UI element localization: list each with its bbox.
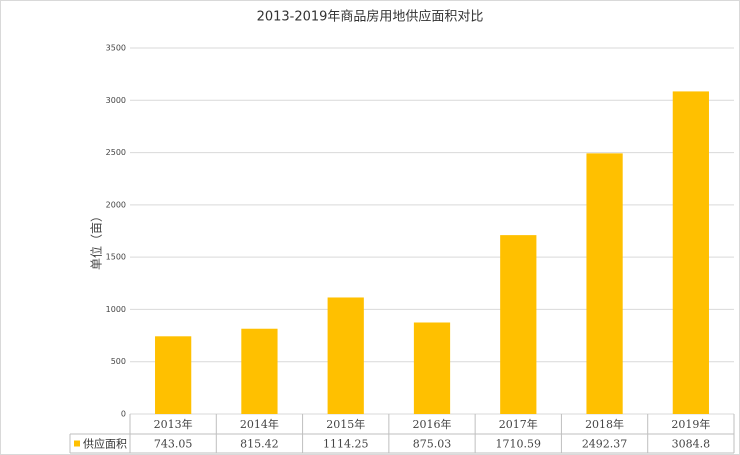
y-tick-label: 0 [121,410,126,419]
bar [672,91,709,414]
y-tick-label: 3000 [106,96,126,105]
chart-title: 2013-2019年商品房用地供应面积对比 [257,9,484,25]
bar [413,322,451,414]
bar [586,153,623,414]
table-value: 875.03 [413,438,452,451]
y-tick-label: 3500 [106,44,126,53]
y-tick-label: 2000 [106,200,126,209]
table-value: 1114.25 [323,438,369,451]
legend-swatch [74,440,80,447]
x-tick-label: 2014年 [240,417,279,431]
table-value: 743.05 [154,438,193,451]
y-axis-label: 单位（亩） [89,210,104,270]
x-tick-label: 2016年 [413,417,452,431]
y-tick-label: 1000 [106,305,126,314]
bar [500,235,537,414]
x-tick-label: 2015年 [326,417,365,431]
bar [241,328,278,414]
table-value: 1710.59 [496,438,542,451]
table-value: 815.42 [240,438,279,451]
x-tick-label: 2019年 [671,417,710,431]
table-value: 2492.37 [582,438,628,451]
y-tick-label: 2500 [106,148,126,157]
x-tick-label: 2018年 [585,417,624,431]
y-tick-label: 500 [111,357,126,366]
legend-label: 供应面积 [83,437,127,451]
y-tick-label: 1500 [106,253,126,262]
bar [155,336,192,414]
bar [327,297,364,414]
x-tick-label: 2017年 [499,417,538,431]
table-value: 3084.8 [672,438,711,451]
x-tick-label: 2013年 [154,417,193,431]
